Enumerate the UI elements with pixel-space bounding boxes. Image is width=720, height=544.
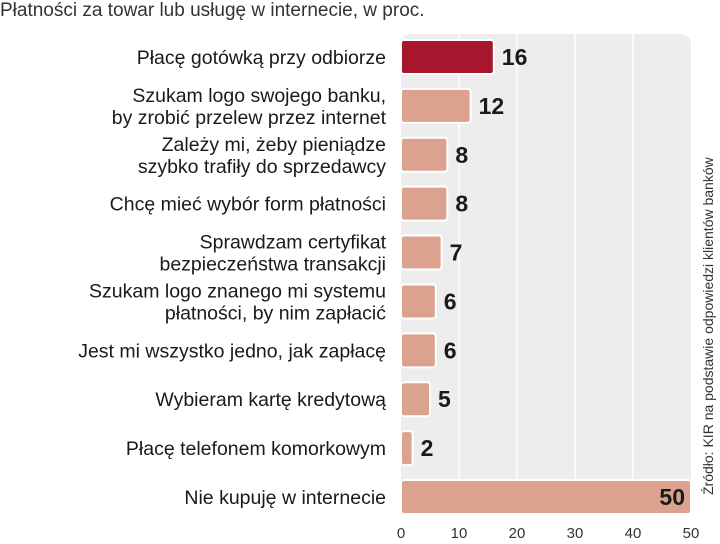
bar-value-label: 2: [421, 435, 434, 461]
x-tick-label: 10: [451, 525, 468, 542]
bar: [400, 136, 449, 173]
source-note: Źródło: KIR na podstawie odpowiedzi klie…: [700, 157, 716, 495]
x-tick-label: 30: [567, 525, 584, 542]
category-label: bezpieczeństwa transakcji: [159, 254, 386, 276]
bar: [400, 479, 692, 515]
bar-value-label: 6: [444, 337, 457, 363]
category-label: Płacę telefonem komorkowym: [126, 438, 386, 460]
bar-value-label: 8: [455, 191, 468, 217]
category-label: Jest mi wszystko jedno, jak zapłacę: [78, 340, 386, 362]
bar-value-label: 7: [450, 240, 463, 266]
bar: [400, 234, 443, 271]
category-label: by zrobić przelew przez internet: [112, 107, 387, 129]
category-label: Sprawdzam certyfikat: [200, 232, 387, 254]
x-tick-label: 20: [509, 525, 526, 542]
category-label: Szukam logo znanego mi systemu: [89, 280, 386, 302]
bar: [400, 87, 472, 124]
bar-value-label: 16: [502, 44, 528, 70]
chart-title: Płatności za towar lub usługę w internec…: [0, 0, 425, 21]
category-label: szybko trafiły do sprzedawcy: [138, 156, 386, 178]
bar: [400, 283, 437, 320]
x-tick-label: 40: [625, 525, 642, 542]
bar: [400, 332, 437, 369]
x-tick-label: 0: [397, 525, 405, 542]
category-label: Chcę mieć wybór form płatności: [110, 194, 386, 216]
bar: [400, 39, 495, 75]
category-label: płatności, by nim zapłacić: [165, 302, 386, 324]
bar: [400, 430, 414, 467]
category-label: Szukam logo swojego banku,: [132, 85, 386, 107]
plot-panel: [401, 34, 691, 510]
bar: [400, 185, 449, 222]
bar-value-label: 12: [479, 93, 505, 119]
category-label: Nie kupuję w internecie: [184, 487, 386, 509]
bar-value-label: 8: [455, 142, 468, 168]
bar-value-label: 6: [444, 288, 457, 314]
bar-value-label: 5: [438, 386, 451, 412]
bar: [400, 381, 431, 418]
category-label: Wybieram kartę kredytową: [155, 389, 386, 411]
x-tick-label: 50: [683, 525, 700, 542]
category-label: Zależy mi, żeby pieniądze: [162, 134, 386, 156]
category-label: Płacę gotówką przy odbiorze: [137, 47, 386, 69]
bar-value-label: 50: [659, 484, 685, 510]
